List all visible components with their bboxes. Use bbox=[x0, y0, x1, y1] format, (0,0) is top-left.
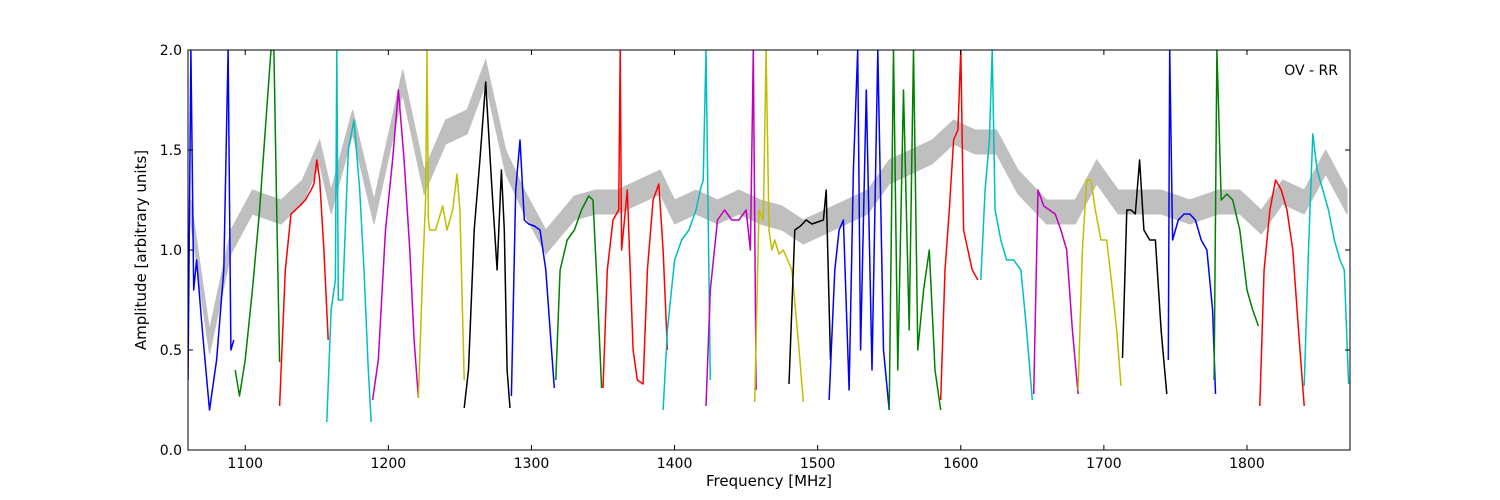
y-axis-label: Amplitude [arbitrary units] bbox=[132, 150, 150, 350]
series-line-18 bbox=[980, 50, 1034, 401]
series-line-8 bbox=[510, 139, 556, 397]
series-line-20 bbox=[1077, 179, 1122, 391]
series-line-1 bbox=[188, 50, 235, 411]
y-tick-label: 0.5 bbox=[160, 343, 182, 359]
y-tick-label: 1.5 bbox=[160, 143, 182, 159]
x-tick-label: 1500 bbox=[800, 456, 836, 472]
x-tick-label: 1100 bbox=[227, 456, 263, 472]
y-tick-label: 0.0 bbox=[160, 443, 182, 459]
x-axis-label: Frequency [MHz] bbox=[706, 472, 832, 490]
x-tick-label: 1400 bbox=[657, 456, 693, 472]
series-line-23 bbox=[1213, 50, 1260, 381]
x-tick-label: 1800 bbox=[1229, 456, 1265, 472]
y-tick-label: 2.0 bbox=[160, 43, 182, 59]
series-line-15 bbox=[828, 50, 890, 411]
series-line-9 bbox=[555, 195, 603, 389]
x-tick-label: 1200 bbox=[371, 456, 407, 472]
series-line-3 bbox=[278, 159, 329, 407]
series-line-25 bbox=[1303, 133, 1350, 387]
series-layer bbox=[188, 50, 1350, 423]
x-tick-label: 1600 bbox=[943, 456, 979, 472]
series-line-4 bbox=[326, 50, 372, 423]
series-line-24 bbox=[1259, 179, 1305, 407]
series-line-16 bbox=[888, 50, 942, 411]
series-line-14 bbox=[788, 189, 832, 385]
annotation-label: OV - RR bbox=[1284, 63, 1338, 79]
series-line-5 bbox=[371, 89, 420, 401]
series-line-6 bbox=[417, 50, 465, 399]
series-line-22 bbox=[1167, 50, 1217, 395]
series-line-7 bbox=[463, 81, 511, 409]
x-tick-label: 1300 bbox=[514, 456, 550, 472]
series-line-17 bbox=[939, 50, 979, 401]
series-line-2 bbox=[234, 50, 281, 397]
series-line-12 bbox=[705, 50, 757, 407]
x-tick-label: 1700 bbox=[1086, 456, 1122, 472]
series-line-19 bbox=[1032, 189, 1079, 395]
series-line-13 bbox=[753, 50, 805, 403]
series-line-21 bbox=[1121, 159, 1168, 395]
y-tick-label: 1.0 bbox=[160, 243, 182, 259]
series-line-10 bbox=[602, 50, 669, 389]
ticks-layer: 1100 1200 1300 1400 1500 1600 1700 1800 0.0 0.5 1.… bbox=[160, 43, 1350, 472]
series-line-11 bbox=[662, 50, 712, 411]
